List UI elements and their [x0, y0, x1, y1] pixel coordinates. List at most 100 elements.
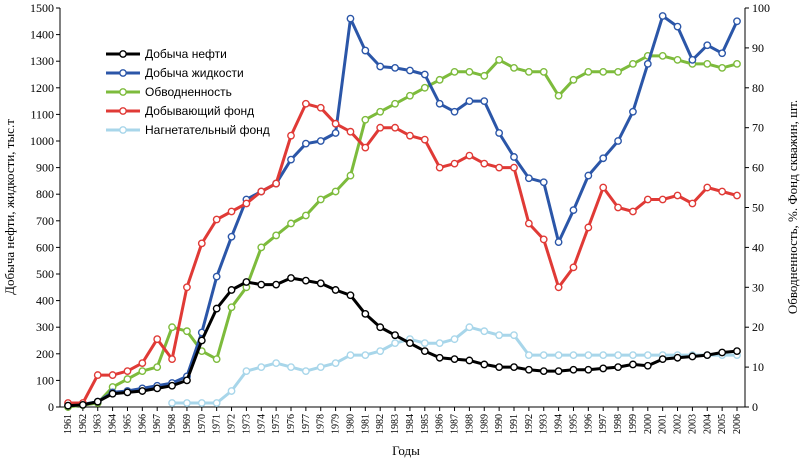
data-point [361, 115, 370, 124]
x-tick-label: 1976 [286, 414, 297, 434]
data-point [346, 127, 355, 136]
data-point [480, 327, 489, 336]
data-point [465, 151, 474, 160]
data-point [212, 272, 221, 281]
data-point [510, 331, 518, 340]
data-point [510, 163, 518, 172]
x-tick-label: 1986 [435, 414, 446, 434]
data-point [718, 63, 727, 72]
data-point [391, 63, 399, 72]
x-tick-label: 1962 [78, 414, 89, 434]
data-point [465, 97, 474, 106]
data-point [331, 129, 340, 137]
data-point [554, 367, 563, 375]
x-tick-label: 1989 [479, 414, 490, 434]
data-point [287, 274, 295, 282]
data-point [257, 363, 266, 371]
x-tick-label: 1977 [301, 414, 312, 434]
data-point [361, 143, 370, 152]
data-point [212, 355, 221, 364]
data-point [480, 97, 489, 106]
x-tick-label: 1979 [331, 414, 342, 434]
data-point [718, 49, 727, 58]
x-tick-label: 1982 [375, 414, 386, 434]
data-point [108, 371, 117, 379]
legend-label: Добыча нефти [145, 47, 227, 61]
data-point [183, 376, 191, 385]
data-point [123, 375, 132, 383]
data-point [420, 70, 429, 79]
data-point [569, 351, 578, 360]
x-tick-label: 2000 [643, 414, 654, 434]
legend-item: Нагнетательный фонд [106, 123, 270, 137]
data-point [153, 363, 162, 371]
data-point [688, 352, 697, 361]
y-tick-left-label: 500 [36, 267, 54, 281]
data-point [435, 163, 444, 172]
data-point [465, 356, 474, 365]
data-point [420, 135, 429, 144]
data-point [361, 46, 370, 55]
data-point [272, 359, 281, 368]
data-point [539, 351, 548, 360]
y-tick-left-label: 1200 [30, 81, 54, 95]
y-tick-right-label: 0 [752, 400, 758, 414]
data-point [584, 365, 593, 374]
data-point [480, 360, 489, 369]
plot-area [64, 12, 741, 411]
data-point [718, 348, 727, 357]
data-point [733, 347, 741, 356]
x-tick-label: 1991 [509, 414, 520, 434]
y-tick-left-label: 300 [36, 320, 54, 334]
series-line [67, 276, 738, 408]
data-point [272, 231, 281, 240]
data-point [376, 107, 385, 116]
data-point [524, 174, 533, 183]
data-point [629, 351, 637, 360]
data-point [123, 367, 132, 375]
y-tick-right-label: 80 [752, 81, 764, 95]
series-1 [64, 274, 741, 410]
data-point [569, 75, 578, 84]
data-point [658, 12, 667, 20]
legend-item: Добыча жидкости [106, 66, 244, 80]
data-point [480, 159, 489, 168]
data-point [435, 75, 444, 84]
data-point [703, 41, 712, 50]
data-point [197, 399, 206, 407]
data-point [629, 59, 637, 68]
legend-label: Обводненность [145, 85, 232, 99]
data-point [510, 153, 518, 161]
data-point [391, 331, 399, 340]
legend-marker [119, 50, 127, 58]
y-tick-left-label: 700 [36, 214, 54, 228]
legend: Добыча нефти Добыча жидкости Обводненность… [102, 42, 272, 142]
x-tick-label: 1998 [613, 414, 624, 434]
axes: 0100200300400500600700800900100011001200… [30, 1, 770, 434]
y-axis-right-title: Обводненность, %. Фонд скважин, шт. [785, 100, 800, 314]
series-4 [64, 99, 741, 407]
data-point [643, 361, 652, 370]
y-tick-right-label: 10 [752, 360, 764, 374]
data-point [733, 17, 741, 26]
data-point [331, 286, 340, 294]
x-tick-label: 1966 [137, 414, 148, 434]
data-point [614, 203, 622, 212]
x-tick-label: 1997 [598, 414, 609, 434]
data-point [658, 355, 667, 364]
data-point [465, 323, 474, 332]
y-tick-left-label: 1300 [30, 54, 54, 68]
legend-marker [119, 107, 127, 115]
data-point [257, 280, 266, 289]
data-point [406, 91, 414, 100]
data-point [673, 353, 682, 362]
data-point [138, 387, 147, 395]
data-point [435, 339, 444, 348]
data-point [346, 171, 355, 180]
data-point [524, 67, 533, 76]
data-point [406, 131, 414, 140]
data-point [391, 99, 399, 108]
x-tick-label: 1961 [63, 414, 74, 434]
series-line [67, 14, 739, 408]
